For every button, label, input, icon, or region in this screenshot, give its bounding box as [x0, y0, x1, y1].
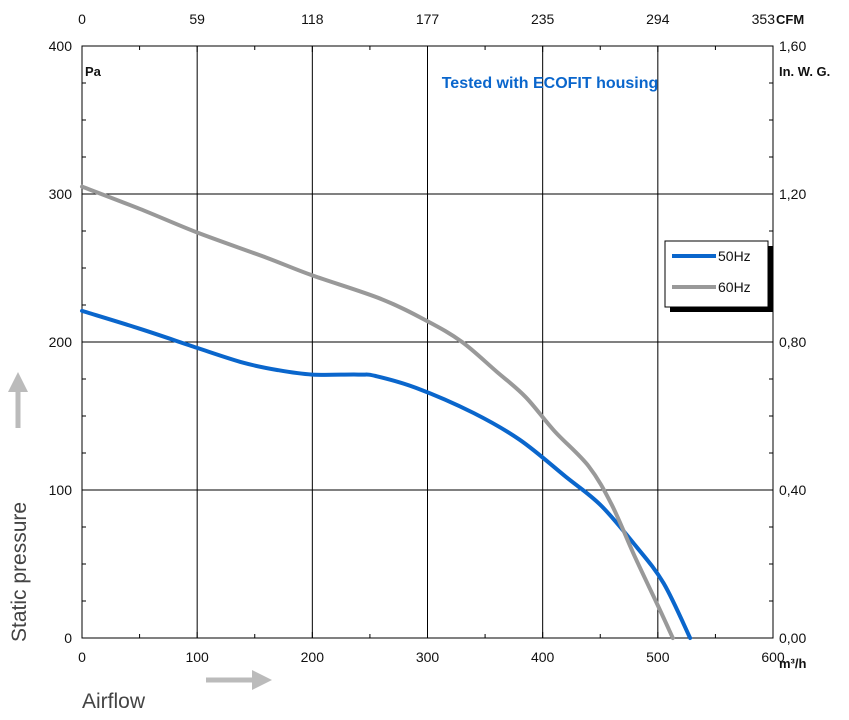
legend-label-50hz: 50Hz	[718, 248, 751, 264]
chart-annotation: Tested with ECOFIT housing	[442, 75, 659, 92]
y-tick-label: 100	[49, 482, 73, 498]
x-tick-label: 600	[761, 649, 785, 665]
y2-tick-label: 1,20	[779, 186, 806, 202]
y2-tick-label: 0,40	[779, 482, 806, 498]
y-tick-label: 400	[49, 38, 73, 54]
series-layer	[80, 184, 693, 640]
y-tick-label: 300	[49, 186, 73, 202]
y2-tick-labels: 0,00 0,40 0,80 1,20 1,60	[779, 38, 806, 646]
y-tick-label: 0	[64, 630, 72, 646]
series-line-60hz	[80, 184, 675, 640]
x-tick-label: 200	[301, 649, 325, 665]
x-tick-label: 100	[185, 649, 209, 665]
x2-tick-label: 59	[189, 11, 205, 27]
legend-label-60hz: 60Hz	[718, 279, 751, 295]
series-line-50hz	[80, 308, 693, 640]
x-tick-label: 500	[646, 649, 670, 665]
x-tick-labels: 0 100 200 300 400 500 600	[78, 649, 785, 665]
y2-unit-label: In. W. G.	[779, 64, 830, 79]
y2-tick-label: 1,60	[779, 38, 806, 54]
x-axis-title: Airflow	[82, 690, 146, 713]
y-unit-label: Pa	[85, 64, 102, 79]
x-unit-label: m³/h	[779, 656, 807, 671]
y-axis-title: Static pressure	[8, 502, 31, 642]
x2-tick-label: 294	[646, 11, 670, 27]
x2-tick-label: 177	[416, 11, 440, 27]
x2-tick-label: 235	[531, 11, 555, 27]
legend: 50Hz 60Hz	[664, 240, 773, 312]
y-tick-labels: 0 100 200 300 400	[49, 38, 73, 646]
x2-tick-label: 118	[301, 11, 324, 27]
x2-unit-label: CFM	[776, 12, 804, 27]
x2-tick-label: 353	[752, 11, 776, 27]
y2-tick-label: 0,80	[779, 334, 806, 350]
y2-tick-label: 0,00	[779, 630, 806, 646]
grid	[82, 46, 773, 638]
x2-tick-label: 0	[78, 11, 86, 27]
legend-box	[664, 240, 769, 308]
tick-marks	[81, 45, 774, 639]
x-tick-label: 300	[416, 649, 440, 665]
x-tick-label: 0	[78, 649, 86, 665]
y-tick-label: 200	[49, 334, 73, 350]
x2-tick-labels: 0 59 118 177 235 294 353	[78, 11, 775, 27]
x-tick-label: 400	[531, 649, 555, 665]
